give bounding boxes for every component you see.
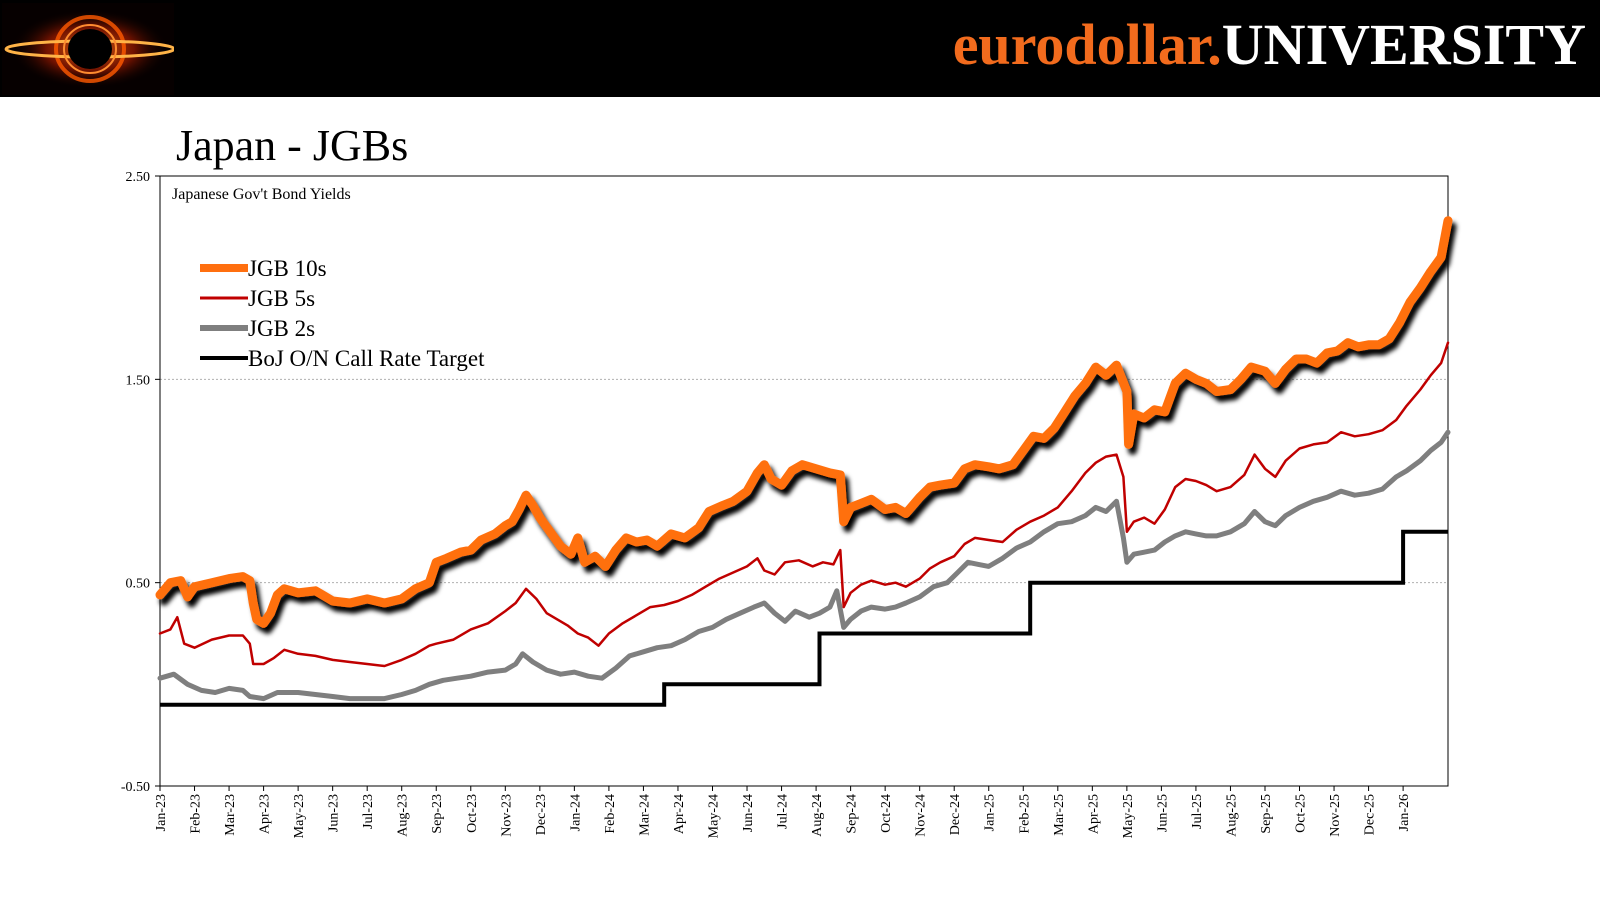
x-tick-label: Nov-24 — [914, 794, 929, 837]
x-tick-label: Apr-24 — [672, 794, 687, 834]
x-tick-label: Jan-26 — [1397, 794, 1412, 831]
x-tick-label: Oct-24 — [879, 794, 894, 833]
x-tick-label: Feb-25 — [1017, 794, 1032, 834]
x-tick-label: Jun-23 — [327, 794, 342, 832]
y-tick-label: 1.50 — [126, 373, 151, 388]
x-tick-label: May-25 — [1121, 794, 1136, 838]
series-line-jgb-10s — [155, 216, 1453, 628]
x-tick-label: Nov-23 — [499, 794, 514, 837]
y-tick-label: 0.50 — [126, 577, 151, 592]
x-tick-label: Dec-23 — [534, 794, 549, 835]
chart-subtitle: Japanese Gov't Bond Yields — [172, 186, 351, 203]
x-tick-label: Aug-23 — [396, 794, 411, 837]
brand-university: UNIVERSITY — [1221, 12, 1586, 77]
series-line-boj-o-n-call-rate-target — [160, 529, 1448, 707]
x-tick-label: Oct-25 — [1294, 794, 1309, 833]
x-tick-label: Dec-25 — [1363, 794, 1378, 835]
x-tick-label: Apr-25 — [1086, 794, 1101, 834]
x-tick-label: Nov-25 — [1328, 794, 1343, 837]
x-tick-label: Jan-23 — [154, 794, 169, 831]
legend-label: JGB 2s — [248, 316, 315, 341]
chart-title: Japan - JGBs — [176, 121, 409, 170]
x-tick-label: Feb-23 — [189, 794, 204, 834]
x-tick-label: Jul-25 — [1190, 794, 1205, 829]
x-tick-label: Jan-24 — [568, 794, 583, 831]
series-layer — [155, 216, 1453, 707]
y-axis-ticks: -0.50 0.50 1.50 2.50 — [121, 170, 160, 795]
y-tick-label: -0.50 — [121, 780, 150, 795]
x-tick-label: May-24 — [706, 794, 721, 838]
logo-core — [68, 29, 112, 69]
x-tick-label: Apr-23 — [258, 794, 273, 834]
logo-ring-outer — [54, 15, 126, 83]
x-tick-label: Aug-24 — [810, 794, 825, 837]
x-tick-label: Mar-23 — [223, 794, 238, 836]
header-bar: eurodollar.UNIVERSITY — [0, 0, 1600, 97]
x-tick-label: Jul-23 — [361, 794, 376, 829]
x-tick-label: Jun-25 — [1155, 794, 1170, 832]
gridlines — [160, 378, 1448, 584]
brand-wordmark: eurodollar.UNIVERSITY — [953, 12, 1586, 78]
x-tick-label: Dec-24 — [948, 794, 963, 835]
x-tick-label: Oct-23 — [465, 794, 480, 833]
x-tick-label: Sep-24 — [845, 794, 860, 834]
x-tick-label: Mar-24 — [637, 794, 652, 836]
x-tick-label: Jan-25 — [983, 794, 998, 831]
x-tick-label: Jun-24 — [741, 794, 756, 832]
legend-label: JGB 5s — [248, 286, 315, 311]
x-axis-ticks: Jan-23 Feb-23 Mar-23 Apr-23 May-23 Jun-23 Jul-… — [154, 786, 1412, 838]
x-tick-label: Aug-25 — [1224, 794, 1239, 837]
series-line-jgb-2s — [157, 429, 1451, 702]
x-tick-label: Sep-25 — [1259, 794, 1274, 834]
black-hole-logo-graphic — [4, 9, 174, 89]
brand-eurodollar: eurodollar. — [952, 12, 1222, 77]
logo-ring-inner — [63, 24, 117, 74]
x-tick-label: May-23 — [292, 794, 307, 838]
plot-frame — [159, 175, 1449, 787]
x-tick-label: Jul-24 — [776, 794, 791, 829]
x-tick-label: Feb-24 — [603, 794, 618, 834]
legend: JGB 10s JGB 5s JGB 2s BoJ O/N Call Rate Tar… — [200, 256, 485, 371]
series-line-jgb-5s — [158, 341, 1450, 668]
x-tick-label: Mar-25 — [1052, 794, 1067, 836]
y-tick-label: 2.50 — [126, 170, 151, 185]
legend-label: JGB 10s — [248, 256, 327, 281]
eurodollar-logo-icon — [2, 3, 174, 95]
x-tick-label: Sep-23 — [430, 794, 445, 834]
legend-label: BoJ O/N Call Rate Target — [248, 346, 485, 371]
